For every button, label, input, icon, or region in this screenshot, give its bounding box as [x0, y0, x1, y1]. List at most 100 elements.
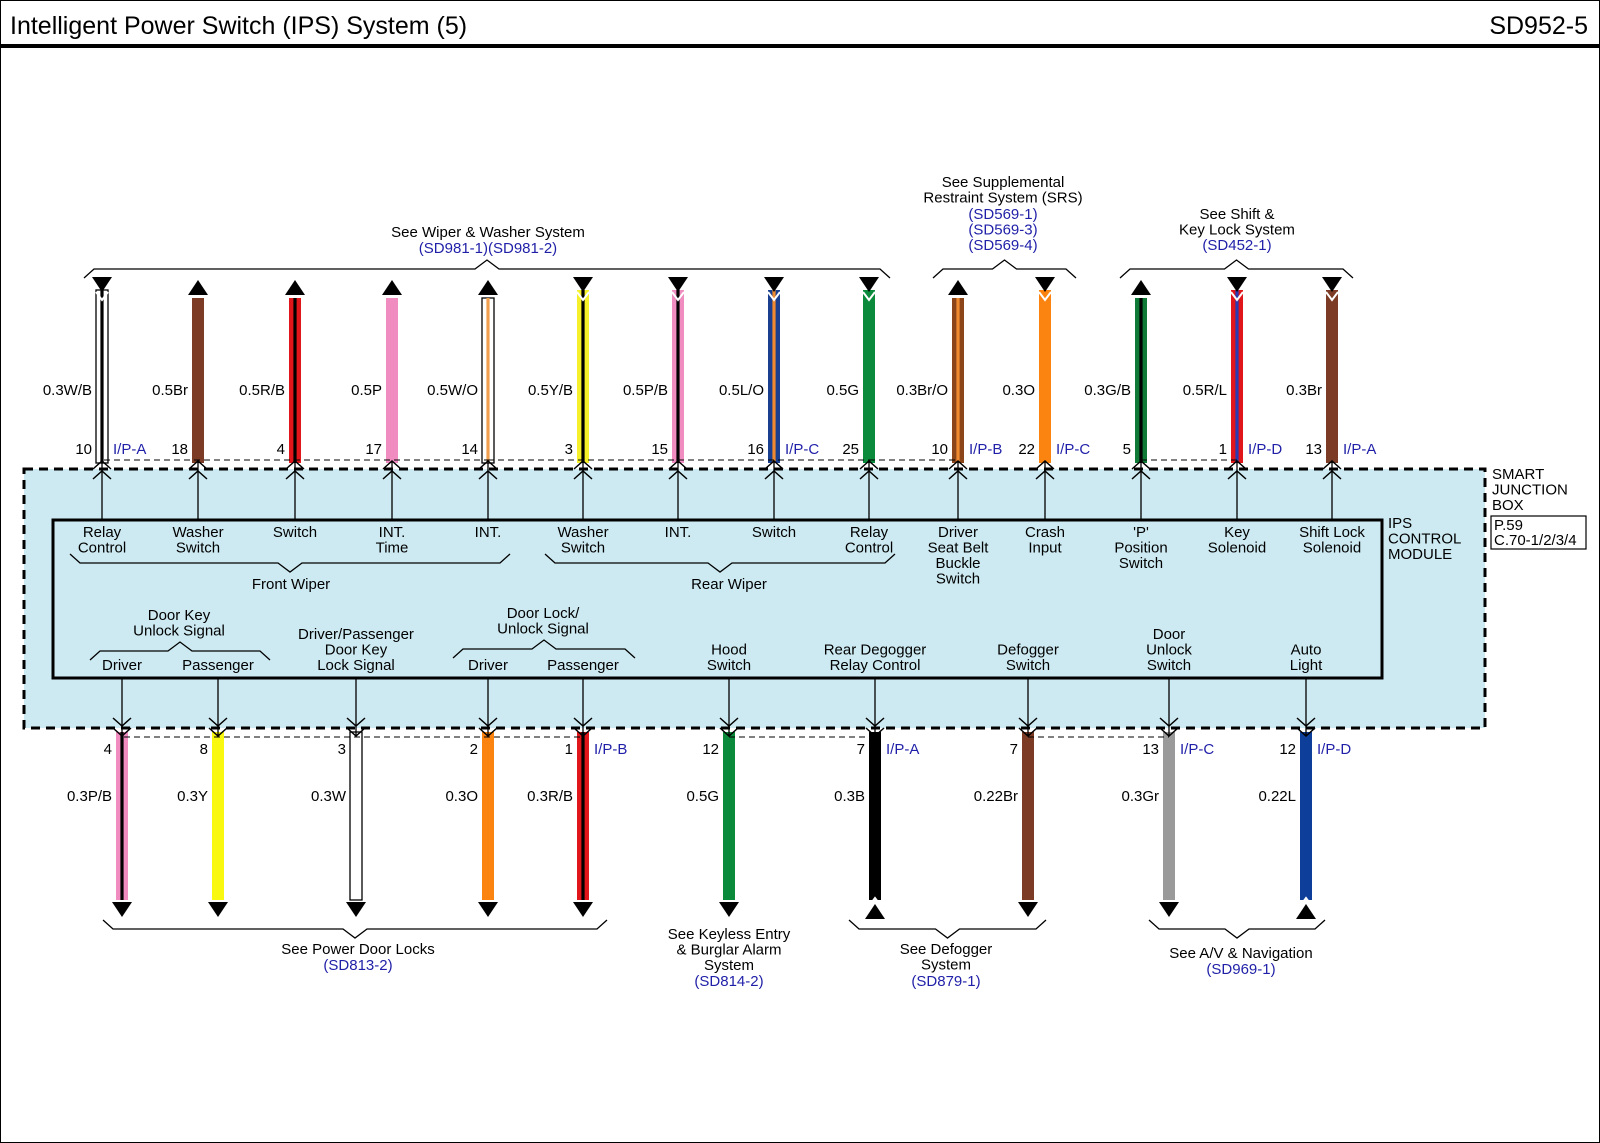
wire-code-label: 0.3Br: [1286, 382, 1322, 399]
connector-label: I/P-B: [594, 741, 627, 758]
arrow-down-icon: [573, 902, 593, 917]
wire-code-label: 0.3W: [311, 788, 347, 805]
wire-code-label: 0.3G/B: [1084, 382, 1131, 399]
wire-stripe: [1235, 290, 1239, 463]
wire-body: [349, 731, 363, 901]
wire-stripe: [581, 290, 585, 463]
wire-notch: [95, 291, 109, 302]
function-label: Switch: [707, 657, 751, 674]
function-label: Switch: [936, 571, 980, 588]
wire-stripe: [120, 732, 124, 900]
door-locks-group-bracket: [102, 919, 608, 939]
subgroup-label: Door Lock/: [507, 605, 580, 622]
arrow-down-icon: [1018, 902, 1038, 917]
function-label: Solenoid: [1303, 540, 1361, 557]
function-label: Door: [1153, 626, 1186, 643]
junction-box-name-label: BOX: [1492, 497, 1524, 514]
arrow-down-icon: [764, 277, 784, 292]
top-wire-3: 0.5R/B 4 Switch: [239, 280, 317, 541]
pin-number: 7: [857, 741, 865, 758]
connector-label: I/P-D: [1248, 441, 1282, 458]
arrow-up-icon: [478, 280, 498, 295]
reference-note: & Burglar Alarm: [676, 942, 781, 959]
reference-note: See Supplemental: [942, 174, 1065, 191]
wire-code-label: 0.5Y/B: [528, 382, 573, 399]
top-wire-4: 0.5P 17 INT.Time: [351, 280, 408, 557]
function-label: Buckle: [935, 555, 980, 572]
top-wires: 0.3W/B10 I/P-ARelayControl0.5Br18WasherSw…: [43, 277, 1376, 588]
function-label: Washer: [557, 524, 608, 541]
wire-code-label: 0.3O: [1002, 382, 1035, 399]
arrow-down-icon: [668, 277, 688, 292]
arrow-down-icon: [1159, 902, 1179, 917]
pin-number: 4: [277, 441, 285, 458]
function-label: Rear Degogger: [824, 642, 927, 659]
wire-code-label: 0.3W/B: [43, 382, 92, 399]
bottom-wires: 0.3P/B 4 Driver 0.3Y 8 Passenger 0.3W 3 Driver/P…: [67, 626, 1351, 919]
top-wire-8: 0.5L/O 16 I/P-C Switch: [719, 277, 819, 541]
pin-number: 12: [1279, 741, 1296, 758]
function-label: Control: [78, 540, 126, 557]
wire-body: [386, 298, 398, 463]
wire-code-label: 0.5L/O: [719, 382, 764, 399]
rear-wiper-bracket: [544, 553, 896, 573]
wire-notch: [1230, 291, 1244, 302]
reference-note: See Defogger: [900, 941, 993, 958]
av-group-bracket: [1148, 919, 1326, 939]
connector-label: I/P-A: [113, 441, 146, 458]
function-label: Passenger: [547, 657, 619, 674]
wire-code-label: 0.3B: [834, 788, 865, 805]
function-label: Shift Lock: [1299, 524, 1365, 541]
pin-number: 3: [565, 441, 573, 458]
arrow-down-icon: [346, 902, 366, 917]
arrow-down-icon: [92, 277, 112, 292]
reference-link: (SD452-1): [1202, 237, 1271, 254]
junction-box-ref-box: [1490, 515, 1587, 550]
arrow-down-icon: [1227, 277, 1247, 292]
wire-code-label: 0.22L: [1258, 788, 1296, 805]
reference-note: See Wiper & Washer System: [391, 224, 585, 241]
arrow-up-icon: [865, 904, 885, 919]
pin-number: 15: [651, 441, 668, 458]
subgroup-label: Door Key: [148, 607, 211, 624]
reference-note: See Shift &: [1199, 206, 1274, 223]
reference-note: Key Lock System: [1179, 222, 1295, 239]
function-label: Hood: [711, 642, 747, 659]
wire-stripe: [1139, 298, 1143, 463]
module-name-label: IPS: [1388, 515, 1412, 532]
bottom-wire-5: 0.3R/B 1 I/P-B Passenger: [527, 657, 627, 917]
connector-label: I/P-B: [969, 441, 1002, 458]
connector-label: I/P-A: [886, 741, 919, 758]
wire-stripe: [956, 298, 960, 463]
arrow-up-icon: [1296, 904, 1316, 919]
front-wiper-bracket: [69, 553, 511, 573]
wire-notch: [576, 291, 590, 302]
wire-stripe: [581, 732, 585, 900]
wire-code-label: 0.5G: [686, 788, 719, 805]
top-reference-groups: See Wiper & Washer System(SD981-1)(SD981…: [83, 174, 1354, 279]
function-label: INT.: [475, 524, 502, 541]
arrow-up-icon: [382, 280, 402, 295]
function-label: Driver/Passenger: [298, 626, 414, 643]
subgroup-label: Rear Wiper: [691, 576, 767, 593]
arrow-down-icon: [478, 902, 498, 917]
wire-stripe: [293, 298, 297, 463]
wire-body: [1039, 290, 1051, 463]
bottom-reference-groups: See Power Door Locks(SD813-2) See Keyless…: [102, 919, 1326, 990]
reference-link: (SD814-2): [694, 973, 763, 990]
wire-notch: [862, 291, 876, 302]
wire-notch: [1299, 896, 1313, 907]
wire-body: [1326, 290, 1338, 463]
subgroup-label: Front Wiper: [252, 576, 330, 593]
page-code: SD952-5: [1489, 12, 1588, 40]
connector-label: I/P-D: [1317, 741, 1351, 758]
function-label: Driver: [468, 657, 508, 674]
function-label: Control: [845, 540, 893, 557]
